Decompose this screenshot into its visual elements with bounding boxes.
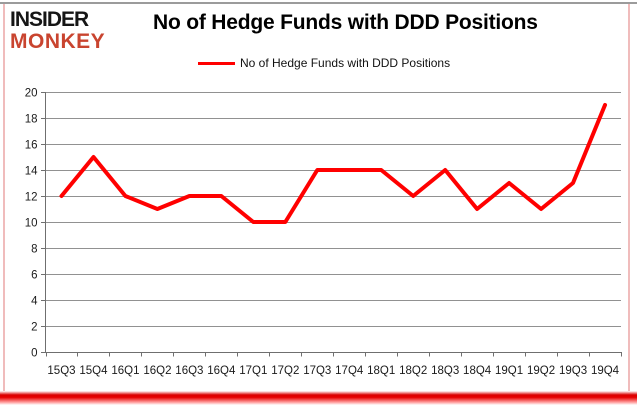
x-axis-label: 16Q2 [143, 365, 171, 377]
y-axis-label: 2 [31, 322, 37, 334]
logo-word-monkey: MONKEY [10, 30, 106, 53]
x-axis-label: 15Q4 [79, 365, 108, 377]
y-axis-label: 18 [25, 114, 38, 126]
frame-right-border [628, 4, 630, 392]
x-axis-label: 18Q2 [399, 365, 427, 377]
legend-line-swatch [198, 61, 235, 65]
x-axis-label: 19Q1 [495, 365, 523, 377]
chart-legend: No of Hedge Funds with DDD Positions [198, 56, 450, 70]
y-axis-label: 6 [31, 270, 37, 282]
y-axis-label: 0 [31, 348, 37, 360]
data-series-line [59, 103, 607, 224]
insider-monkey-logo: INSIDER MONKEY [10, 9, 105, 52]
y-axis-label: 16 [25, 140, 38, 152]
x-axis-label: 16Q4 [207, 365, 236, 377]
x-axis-label: 16Q3 [175, 365, 203, 377]
x-axis-label: 19Q2 [527, 365, 555, 377]
y-axis-label: 10 [25, 218, 38, 230]
y-axis-label: 20 [25, 88, 38, 100]
frame-bottom-glow [0, 391, 637, 405]
frame-left-border [3, 4, 5, 392]
x-axis-label: 18Q1 [367, 365, 395, 377]
x-axis-label: 17Q1 [239, 365, 267, 377]
x-axis-label: 17Q2 [271, 365, 299, 377]
logo-word-insider: INSIDER [10, 8, 89, 31]
y-axis-label: 4 [31, 296, 38, 308]
x-axis-label: 17Q3 [303, 365, 331, 377]
y-axis-label: 8 [31, 244, 37, 256]
x-axis-label: 17Q4 [335, 365, 364, 377]
x-axis-label: 18Q3 [431, 365, 459, 377]
x-axis-label: 15Q3 [47, 365, 75, 377]
y-axis-label: 12 [25, 192, 38, 204]
legend-label: No of Hedge Funds with DDD Positions [240, 56, 451, 70]
x-axis-label: 19Q3 [559, 365, 587, 377]
chart-title: No of Hedge Funds with DDD Positions [153, 11, 538, 34]
y-axis-label: 14 [25, 166, 38, 178]
x-axis-label: 16Q1 [111, 365, 139, 377]
x-axis-label: 18Q4 [463, 365, 492, 377]
frame-top-border [0, 2, 637, 4]
x-axis-label: 19Q4 [591, 365, 620, 377]
